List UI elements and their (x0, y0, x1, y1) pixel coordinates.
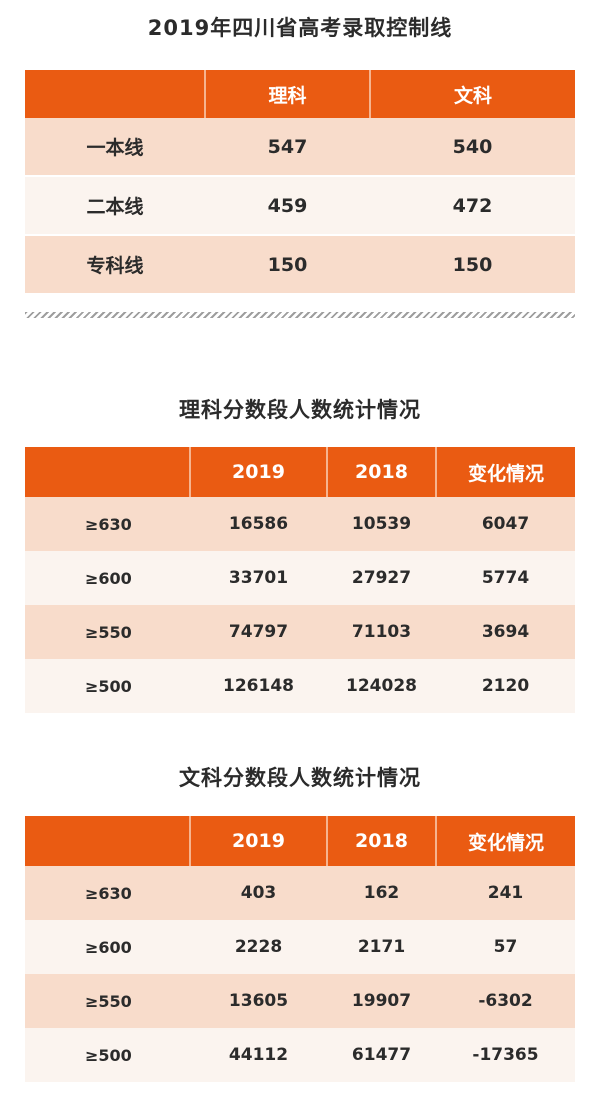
score-segment: ≥550 (25, 605, 190, 659)
table-header-row: 2019 2018 变化情况 (25, 447, 575, 497)
count-2018: 27927 (327, 551, 436, 605)
table-row: 专科线 150 150 (25, 236, 575, 293)
count-2018: 19907 (327, 974, 436, 1028)
row-label: 二本线 (25, 177, 205, 234)
table-row: ≥500 44112 61477 -17365 (25, 1028, 575, 1082)
arts-score: 540 (370, 118, 575, 175)
count-2019: 403 (190, 866, 327, 920)
table-row: 二本线 459 472 (25, 177, 575, 234)
score-segment: ≥550 (25, 974, 190, 1028)
table-row: ≥600 2228 2171 57 (25, 920, 575, 974)
header-cell-blank (25, 816, 190, 866)
row-label: 专科线 (25, 236, 205, 293)
arts-score: 150 (370, 236, 575, 293)
header-cell-change: 变化情况 (435, 447, 575, 497)
header-cell-2019: 2019 (189, 447, 327, 497)
arts-score: 472 (370, 177, 575, 234)
table-row: ≥500 126148 124028 2120 (25, 659, 575, 713)
header-cell-2019: 2019 (189, 816, 327, 866)
table-row: ≥630 403 162 241 (25, 866, 575, 920)
header-cell-science: 理科 (204, 70, 370, 118)
count-2018: 2171 (327, 920, 436, 974)
score-segment: ≥600 (25, 551, 190, 605)
score-segment: ≥600 (25, 920, 190, 974)
count-2018: 71103 (327, 605, 436, 659)
table-row: ≥550 13605 19907 -6302 (25, 974, 575, 1028)
row-label: 一本线 (25, 118, 205, 175)
arts-stats-title: 文科分数段人数统计情况 (179, 766, 421, 790)
science-score: 459 (205, 177, 370, 234)
count-2019: 33701 (190, 551, 327, 605)
score-segment: ≥500 (25, 1028, 190, 1082)
change-value: -6302 (436, 974, 575, 1028)
science-score: 547 (205, 118, 370, 175)
science-stats-title: 理科分数段人数统计情况 (179, 398, 421, 422)
change-value: 57 (436, 920, 575, 974)
change-value: 6047 (436, 497, 575, 551)
table-row: ≥600 33701 27927 5774 (25, 551, 575, 605)
control-line-title: 2019年四川省高考录取控制线 (147, 16, 453, 40)
table-row: ≥550 74797 71103 3694 (25, 605, 575, 659)
count-2018: 162 (327, 866, 436, 920)
header-cell-2018: 2018 (326, 447, 436, 497)
header-cell-change: 变化情况 (435, 816, 575, 866)
count-2018: 10539 (327, 497, 436, 551)
count-2018: 124028 (327, 659, 436, 713)
control-line-table: 理科 文科 一本线 547 540 二本线 459 472 专科线 150 15… (25, 70, 575, 293)
hatched-divider (25, 312, 575, 318)
change-value: 241 (436, 866, 575, 920)
arts-stats-table: 2019 2018 变化情况 ≥630 403 162 241 ≥600 222… (25, 816, 575, 1082)
change-value: 3694 (436, 605, 575, 659)
change-value: 5774 (436, 551, 575, 605)
count-2019: 74797 (190, 605, 327, 659)
header-cell-2018: 2018 (326, 816, 436, 866)
count-2019: 44112 (190, 1028, 327, 1082)
count-2019: 2228 (190, 920, 327, 974)
science-score: 150 (205, 236, 370, 293)
change-value: 2120 (436, 659, 575, 713)
count-2019: 16586 (190, 497, 327, 551)
header-cell-blank (25, 70, 205, 118)
count-2019: 13605 (190, 974, 327, 1028)
score-segment: ≥630 (25, 866, 190, 920)
table-row: ≥630 16586 10539 6047 (25, 497, 575, 551)
header-cell-arts: 文科 (369, 70, 575, 118)
table-header-row: 2019 2018 变化情况 (25, 816, 575, 866)
score-segment: ≥500 (25, 659, 190, 713)
score-segment: ≥630 (25, 497, 190, 551)
table-row: 一本线 547 540 (25, 118, 575, 175)
change-value: -17365 (436, 1028, 575, 1082)
science-stats-table: 2019 2018 变化情况 ≥630 16586 10539 6047 ≥60… (25, 447, 575, 713)
count-2018: 61477 (327, 1028, 436, 1082)
header-cell-blank (25, 447, 190, 497)
table-header-row: 理科 文科 (25, 70, 575, 118)
count-2019: 126148 (190, 659, 327, 713)
